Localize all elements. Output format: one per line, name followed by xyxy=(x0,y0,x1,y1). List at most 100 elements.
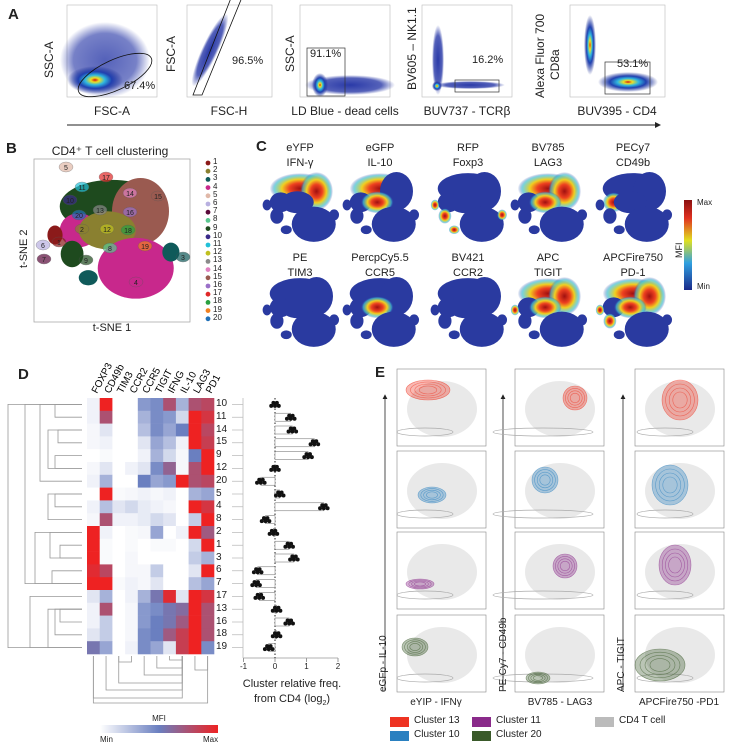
heatmap-cell xyxy=(175,462,189,476)
legend-swatch xyxy=(472,731,491,741)
heatmap-cell xyxy=(87,398,100,412)
heatmap-cell xyxy=(201,577,215,591)
x-tick-label: 0 xyxy=(272,662,278,671)
heatmap-cell xyxy=(188,436,202,450)
cluster-contour xyxy=(634,648,686,682)
heatmap-cell xyxy=(188,449,202,463)
tsne-region xyxy=(438,313,452,329)
flow-density xyxy=(432,81,442,91)
data-point xyxy=(255,592,260,597)
column-dendrogram xyxy=(92,656,209,704)
cd4-background-density xyxy=(407,463,477,519)
marker-fluor-label: APCFire750 xyxy=(603,252,663,264)
data-point xyxy=(268,644,273,649)
data-point xyxy=(278,634,283,639)
marker-name-label: CD49b xyxy=(615,157,651,169)
cd4-contour xyxy=(396,427,454,437)
heatmap-cell xyxy=(201,564,215,578)
cluster-contour xyxy=(417,486,447,504)
heatmap-cell xyxy=(175,538,189,552)
tsne-region xyxy=(528,330,540,340)
tsne-region xyxy=(613,330,625,340)
data-point xyxy=(254,567,259,572)
heatmap-cell xyxy=(112,602,126,616)
cluster-contour xyxy=(565,388,585,408)
data-point xyxy=(290,544,295,549)
tsne-region xyxy=(528,191,562,214)
heatmap-cell xyxy=(150,449,164,463)
marker-fluor-label: eGFP xyxy=(365,142,395,154)
heatmap-cell xyxy=(125,410,139,424)
heatmap-cell xyxy=(137,436,151,450)
gate-rect xyxy=(306,47,346,97)
heatmap-cell xyxy=(150,436,164,450)
heatmap-cell xyxy=(188,474,202,488)
heatmap-cell xyxy=(150,602,164,616)
heatmap-cell xyxy=(99,551,113,565)
heatmap-cell xyxy=(188,628,202,642)
marker-fluor-label: PercpCy5.5 xyxy=(351,252,409,264)
cluster-contour xyxy=(662,476,678,494)
flow-density xyxy=(598,72,658,92)
gate-rect xyxy=(604,61,651,95)
heatmap-cell xyxy=(125,487,139,501)
data-point xyxy=(257,595,262,600)
dendrogram-branch xyxy=(143,656,183,676)
heatmap-cell xyxy=(188,423,202,437)
flow-density xyxy=(191,13,229,87)
tsne-region xyxy=(270,313,284,329)
tsne-region xyxy=(371,311,416,347)
data-point xyxy=(279,490,284,495)
heatmap-row-label: 7 xyxy=(216,577,222,589)
tsne-region xyxy=(350,313,364,329)
tsne-region xyxy=(662,314,673,326)
tsne-region xyxy=(497,314,508,326)
heatmap-cell xyxy=(112,577,126,591)
cd4-contour xyxy=(396,590,454,600)
x-tick-label: 2 xyxy=(335,662,341,671)
data-point xyxy=(306,455,311,460)
cluster-label: 3 xyxy=(181,255,185,262)
dendrogram-branch xyxy=(54,493,82,508)
data-point xyxy=(269,528,274,533)
mfi-min-label: Min xyxy=(697,282,710,291)
heatmap-cell xyxy=(175,487,189,501)
cluster-label: 12 xyxy=(103,227,111,234)
flow-density xyxy=(432,25,444,95)
heatmap-cell xyxy=(125,641,139,655)
legend-label: 13 xyxy=(213,255,222,265)
heatmap-row-label: 10 xyxy=(216,398,228,409)
cluster-label-bubble xyxy=(122,187,138,199)
heatmap-row-label: 8 xyxy=(216,513,222,525)
cluster-contour xyxy=(531,466,559,494)
cluster-label-bubble xyxy=(62,194,78,206)
data-point xyxy=(290,429,295,434)
e-ylabel: PE-Cy7 - CD49b xyxy=(498,617,509,692)
cd4-contour xyxy=(636,427,694,437)
data-point xyxy=(274,464,279,469)
heatmap-cell xyxy=(87,615,100,629)
cluster-label-bubble xyxy=(137,240,153,252)
cd4-contour xyxy=(492,590,594,600)
heatmap-cell xyxy=(163,462,177,476)
legend-label: Cluster 11 xyxy=(496,715,541,726)
cluster-label: 13 xyxy=(96,208,104,215)
tsne-region xyxy=(528,296,562,319)
heatmap-cell xyxy=(87,513,100,527)
data-point xyxy=(261,516,266,521)
marker-name-label: PD-1 xyxy=(620,267,646,279)
tsne-expression-map xyxy=(430,172,508,242)
cluster-contour xyxy=(409,643,421,651)
data-point xyxy=(262,480,267,485)
heatmap-cell xyxy=(150,628,164,642)
heatmap-cell xyxy=(99,577,113,591)
cluster-label: 6 xyxy=(41,243,45,250)
cluster-label: 16 xyxy=(126,210,134,217)
data-point xyxy=(293,554,298,559)
heatmap-cell xyxy=(201,590,215,604)
flow-xlabel: LD Blue - dead cells xyxy=(291,104,399,118)
marker-fluor-label: RFP xyxy=(457,142,479,154)
tsne-region xyxy=(497,209,508,221)
tsne-region xyxy=(539,206,584,242)
e-xlabel: BV785 - LAG3 xyxy=(527,697,593,708)
